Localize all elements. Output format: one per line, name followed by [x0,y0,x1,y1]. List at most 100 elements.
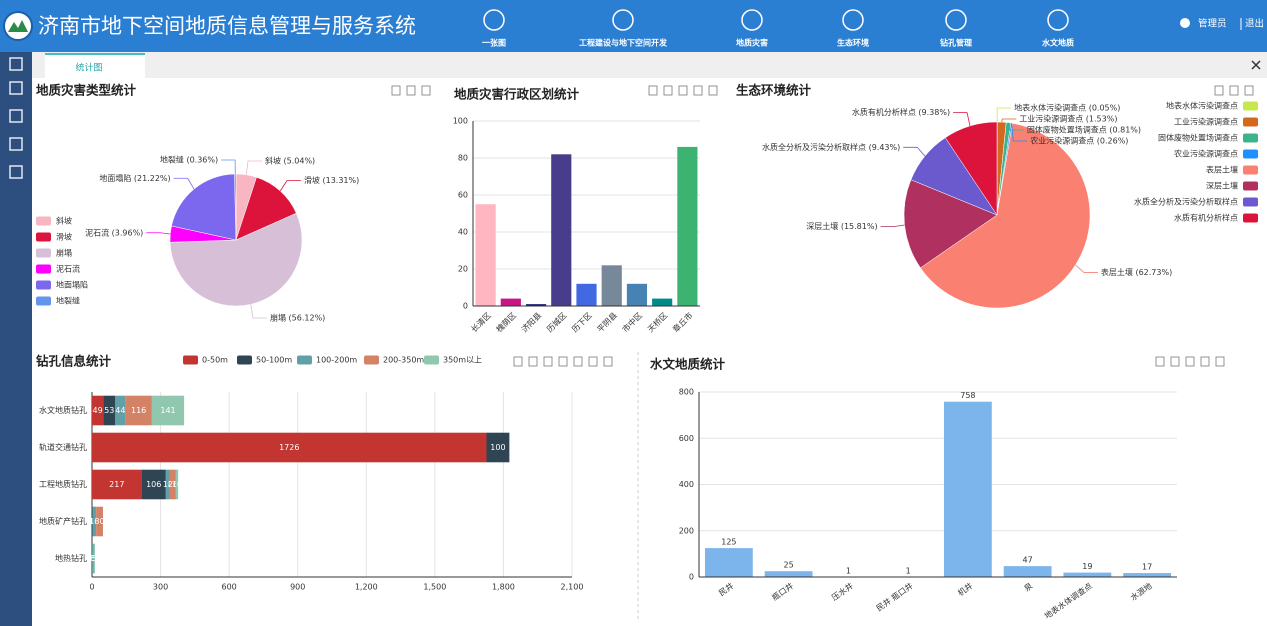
bar [943,401,992,577]
toolbox-icon[interactable] [406,85,416,96]
logo [3,11,33,41]
leader-line [903,146,926,157]
nav-item[interactable]: 生态环境 [837,38,869,48]
data-label: 19 [1082,562,1092,571]
toolbox-icon[interactable] [648,85,658,96]
leader-line [1075,264,1098,273]
x-tick-label: 300 [153,583,168,592]
toolbox-icon[interactable] [1215,356,1225,367]
legend-label: 工业污染源调查点 [1174,117,1238,127]
legend-label: 斜坡 [56,216,72,226]
toolbox-icon[interactable] [528,356,538,367]
nav-item[interactable]: 一张图 [482,39,506,48]
chart-title: 钻孔信息统计 [36,354,112,369]
x-tick-label: 济阳县 [519,310,543,334]
bar-segment [151,395,185,426]
bar-segment [92,506,97,537]
data-label: 44 [115,406,125,415]
bar [626,283,648,306]
legend-swatch [36,264,51,274]
close-button[interactable] [1251,60,1261,70]
nav-item[interactable]: 工程建设与地下空间开发 [579,38,668,48]
bar [764,571,813,577]
sidebar-icon [9,137,23,151]
toolbox-icon[interactable] [1200,356,1210,367]
legend-label: 泥石流 [56,264,80,274]
x-tick-label: 历下区 [570,311,593,334]
pie-label: 表层土壤 (62.73%) [1101,267,1172,277]
legend-label: 固体废物处置场调查点 [1158,133,1238,143]
toolbox-icon[interactable] [513,356,523,367]
y-tick-label: 地热钻孔 [55,553,87,563]
x-tick-label: 历城区 [545,311,568,334]
pie-label: 农业污染源调查点 (0.26%) [1030,136,1128,146]
toolbox-icon[interactable] [391,85,401,96]
toolbox-icon[interactable] [708,85,718,96]
logout[interactable]: 退出 [1245,18,1264,30]
nav-icon [1047,9,1069,31]
pie-label: 滑坡 (13.31%) [304,175,359,185]
toolbox-icon[interactable] [1170,356,1180,367]
legend-swatch [424,355,439,365]
legend-swatch [1243,117,1258,127]
toolbox-icon[interactable] [693,85,703,96]
pie-label: 深层土壤 (15.81%) [806,221,877,231]
toolbox-icon[interactable] [573,356,583,367]
nav-icon [945,9,967,31]
x-tick-label: 900 [290,583,305,592]
toolbox-icon[interactable] [1214,85,1224,96]
bar [601,265,622,306]
toolbox-icon[interactable] [678,85,688,96]
leader-line [1008,122,1024,131]
tab-label[interactable]: 统计图 [75,62,102,74]
legend-swatch [1243,101,1258,111]
y-tick-label: 水文地质钻孔 [39,405,87,415]
header-bar [0,0,1267,52]
y-tick-label: 400 [679,480,694,489]
x-tick-label: 2,100 [561,583,584,592]
toolbox-icon[interactable] [543,356,553,367]
toolbox-icon[interactable] [663,85,673,96]
pie-label: 地裂缝 (0.36%) [160,155,218,165]
toolbox-icon[interactable] [421,85,431,96]
x-tick-label: 平阴县 [596,311,619,334]
x-tick-label: 长清区 [469,310,493,334]
tab[interactable] [45,53,145,78]
data-label: 49 [93,406,103,415]
pie-label: 水质全分析及污染分析取样点 (9.43%) [762,142,900,152]
toolbox-icon[interactable] [1229,85,1239,96]
legend-label: 地裂缝 [56,296,80,306]
bar [677,146,698,306]
toolbox-icon[interactable] [1155,356,1165,367]
bar-segment [115,395,126,426]
legend-label: 水质有机分析样点 [1174,213,1238,223]
bar [704,548,753,577]
legend-label: 深层土壤 [1206,181,1238,191]
x-tick-label: 天桥区 [645,310,669,334]
toolbox-icon[interactable] [558,356,568,367]
tab-bar [32,52,1267,78]
bar-segment [169,469,176,500]
legend-swatch [36,296,51,306]
user-name[interactable]: 管理员 [1198,18,1227,30]
nav-item[interactable]: 水文地质 [1041,38,1074,48]
sidebar-icon [9,81,23,95]
leader-line [173,177,195,190]
y-tick-label: 60 [458,191,468,200]
pie-label: 水质有机分析样点 (9.38%) [852,107,950,117]
nav-item[interactable]: 地质灾害 [736,38,768,48]
toolbox-icon[interactable] [1185,356,1195,367]
x-tick-label: 民井 瓶口井 [874,580,915,613]
bar [1003,566,1052,577]
toolbox-icon[interactable] [603,356,613,367]
legend-swatch [1243,197,1258,207]
toolbox-icon[interactable] [1244,85,1254,96]
toolbox-icon[interactable] [588,356,598,367]
data-label: 125 [721,538,736,547]
data-label: 116 [131,406,146,415]
x-tick-label: 槐荫区 [494,310,518,334]
x-tick-label: 1,800 [492,583,515,592]
legend-label: 地面塌陷 [56,280,88,290]
nav-item[interactable]: 钻孔管理 [940,38,972,48]
legend-label: 崩塌 [56,248,72,258]
